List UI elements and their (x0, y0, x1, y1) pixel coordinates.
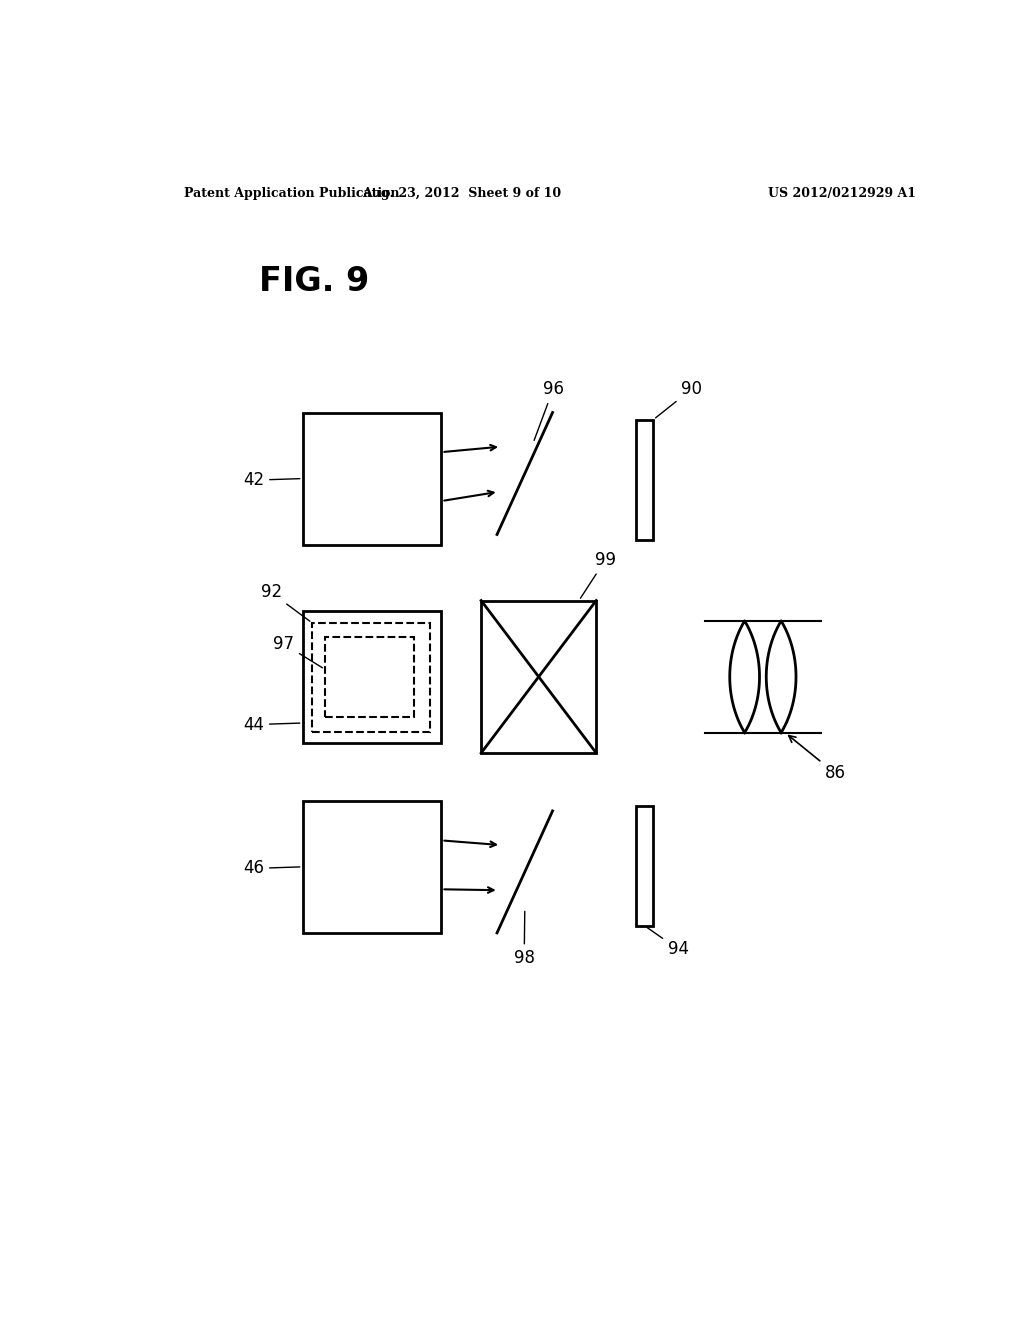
Text: 86: 86 (788, 735, 846, 783)
Text: Aug. 23, 2012  Sheet 9 of 10: Aug. 23, 2012 Sheet 9 of 10 (361, 187, 561, 199)
Text: US 2012/0212929 A1: US 2012/0212929 A1 (768, 187, 916, 199)
Bar (481, 601, 596, 752)
Text: 44: 44 (243, 715, 300, 734)
Text: FIG. 9: FIG. 9 (259, 265, 370, 298)
Text: 97: 97 (273, 635, 323, 668)
Text: 92: 92 (260, 583, 310, 622)
Text: 98: 98 (514, 911, 535, 968)
Text: 42: 42 (243, 471, 300, 490)
Text: Patent Application Publication: Patent Application Publication (183, 187, 399, 199)
Text: 96: 96 (535, 380, 563, 441)
Bar (325, 638, 414, 718)
Bar (303, 611, 441, 743)
Polygon shape (730, 620, 760, 733)
Text: 46: 46 (243, 859, 300, 878)
Text: 94: 94 (647, 928, 689, 958)
Bar (312, 623, 430, 731)
Text: 90: 90 (655, 380, 702, 418)
Bar (636, 805, 653, 925)
Bar (636, 420, 653, 540)
Polygon shape (766, 620, 796, 733)
Bar (303, 801, 441, 933)
Text: 99: 99 (581, 550, 615, 598)
Bar (303, 413, 441, 545)
